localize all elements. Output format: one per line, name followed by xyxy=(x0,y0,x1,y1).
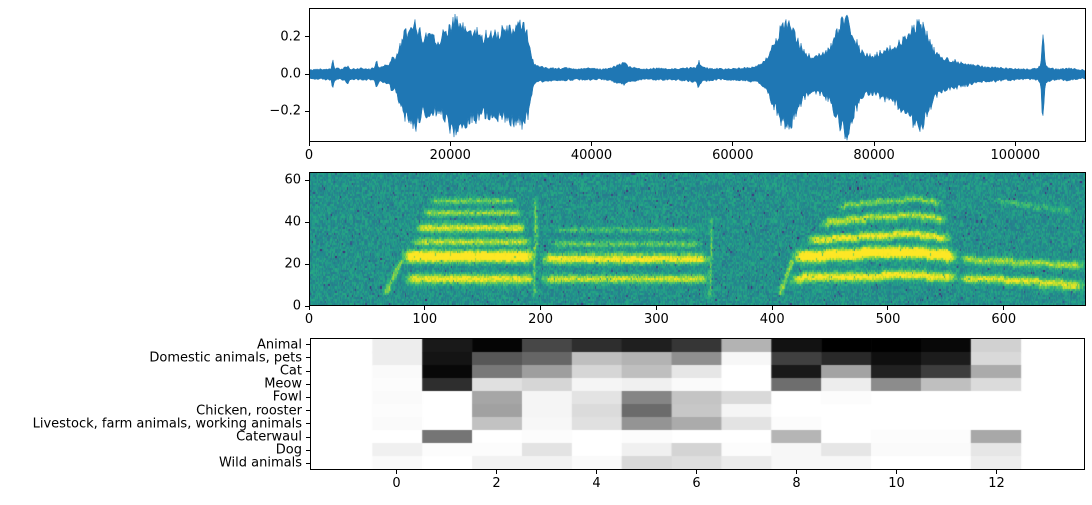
x-tick xyxy=(1014,142,1016,146)
x-tick xyxy=(1003,306,1005,310)
row-tick xyxy=(306,396,310,398)
y-tick-label: 0.2 xyxy=(280,29,301,45)
x-tick xyxy=(873,142,875,146)
x-tick-label: 80000 xyxy=(853,148,895,163)
row-label: Cat xyxy=(279,363,302,379)
x-tick-label: 20000 xyxy=(429,148,471,163)
row-tick xyxy=(306,436,310,438)
x-tick xyxy=(655,306,657,310)
y-tick xyxy=(305,73,309,75)
y-tick xyxy=(305,179,309,181)
x-tick xyxy=(596,470,597,474)
y-tick-label: 40 xyxy=(284,214,301,230)
row-tick xyxy=(306,410,310,412)
y-tick xyxy=(305,221,309,223)
x-tick xyxy=(540,306,542,310)
x-tick-label: 10 xyxy=(888,476,905,491)
y-tick-label: 20 xyxy=(284,256,301,272)
x-tick-label: 60000 xyxy=(712,148,754,163)
y-tick xyxy=(305,263,309,265)
x-tick xyxy=(696,470,697,474)
x-tick-label: 100 xyxy=(412,312,438,327)
y-tick xyxy=(305,110,309,112)
row-tick xyxy=(306,344,310,346)
x-tick xyxy=(732,142,734,146)
x-tick-label: 200 xyxy=(528,312,554,327)
x-tick-label: 40000 xyxy=(570,148,613,163)
spectrogram-image xyxy=(310,173,1085,305)
x-tick-label: 6 xyxy=(692,476,701,491)
row-label: Dog xyxy=(275,442,302,458)
x-tick-label: 2 xyxy=(492,476,501,491)
x-tick-label: 8 xyxy=(792,476,801,491)
row-tick xyxy=(306,462,310,464)
x-tick xyxy=(496,470,497,474)
x-tick-label: 12 xyxy=(988,476,1005,491)
row-tick xyxy=(306,357,310,359)
y-tick-label: −0.2 xyxy=(269,103,301,119)
row-tick xyxy=(306,370,310,372)
row-label: Wild animals xyxy=(218,455,302,471)
x-tick xyxy=(591,142,593,146)
row-label: Livestock, farm animals, working animals xyxy=(32,416,302,432)
row-label: Meow xyxy=(264,376,302,392)
x-tick-label: 500 xyxy=(875,312,901,327)
x-tick xyxy=(996,470,997,474)
x-tick xyxy=(424,306,426,310)
row-label: Animal xyxy=(257,337,302,353)
row-tick xyxy=(306,423,310,425)
x-tick-label: 100000 xyxy=(990,148,1041,163)
x-tick-label: 300 xyxy=(643,312,669,327)
x-tick xyxy=(887,306,889,310)
x-tick xyxy=(308,306,310,310)
waveform-trace xyxy=(310,13,1085,141)
row-tick xyxy=(306,383,310,385)
y-tick-label: 60 xyxy=(284,172,301,188)
spectrogram-axes xyxy=(309,172,1086,306)
x-tick-label: 400 xyxy=(759,312,785,327)
x-tick-label: 0 xyxy=(392,476,401,491)
x-tick xyxy=(896,470,897,474)
x-tick xyxy=(449,142,451,146)
y-tick xyxy=(305,305,309,307)
x-tick-label: 0 xyxy=(304,312,314,327)
x-tick-label: 4 xyxy=(592,476,601,491)
row-label: Caterwaul xyxy=(236,429,302,445)
y-tick-label: 0 xyxy=(292,298,301,314)
x-tick-label: 0 xyxy=(304,148,314,163)
class-heatmap-image xyxy=(311,339,1084,469)
row-label: Chicken, rooster xyxy=(196,403,302,419)
row-tick xyxy=(306,449,310,451)
x-tick-label: 600 xyxy=(991,312,1017,327)
x-tick xyxy=(308,142,310,146)
x-tick xyxy=(396,470,397,474)
x-tick xyxy=(796,470,797,474)
y-tick xyxy=(305,36,309,38)
y-tick-label: 0.0 xyxy=(280,66,301,82)
row-label: Fowl xyxy=(272,389,302,405)
waveform-axes xyxy=(309,8,1086,142)
x-tick xyxy=(771,306,773,310)
row-label: Domestic animals, pets xyxy=(149,350,302,366)
class-heatmap-axes xyxy=(310,338,1085,470)
